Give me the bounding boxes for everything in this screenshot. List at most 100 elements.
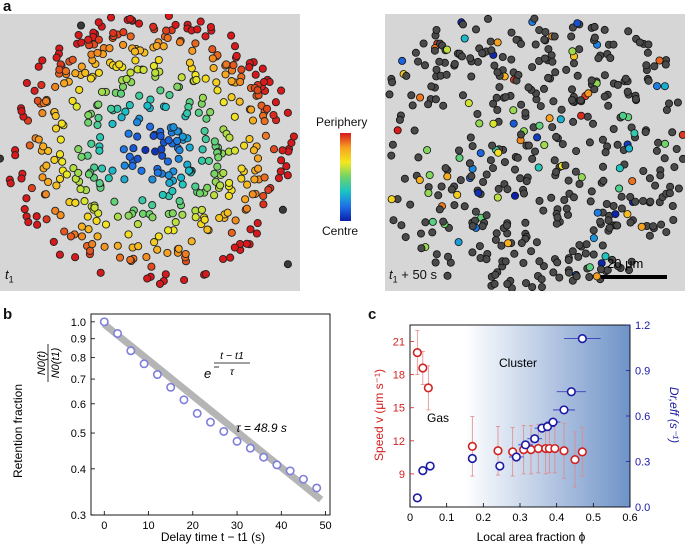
colloid-particle	[606, 54, 615, 63]
colloid-particle	[27, 184, 36, 193]
colloid-particle	[130, 47, 139, 56]
colloid-particle	[180, 275, 189, 285]
colloid-particle	[590, 22, 599, 31]
svg-text:τ: τ	[230, 366, 235, 378]
colloid-particle	[626, 192, 635, 201]
colloid-particle	[156, 131, 165, 141]
colloid-particle	[133, 220, 142, 229]
colloid-particle	[577, 111, 586, 120]
colloid-particle	[254, 164, 263, 173]
colloid-particle	[535, 121, 544, 130]
colloid-particle	[464, 99, 473, 108]
colloid-particle	[503, 185, 512, 194]
colloid-particle	[486, 156, 495, 165]
colloid-particle	[22, 78, 31, 88]
colloid-particle	[178, 210, 187, 219]
colloid-particle	[503, 279, 512, 288]
colloid-particle	[482, 255, 491, 264]
colloid-particle	[71, 69, 80, 78]
colloid-particle	[269, 145, 279, 154]
colloid-particle	[128, 161, 137, 171]
colloid-particle	[491, 235, 500, 244]
colloid-particle	[575, 179, 584, 188]
svg-text:N0(t1): N0(t1)	[50, 347, 62, 378]
colloid-particle	[156, 86, 165, 95]
chart-c-ytick-left-label: 9	[399, 469, 405, 481]
colloid-particle	[493, 106, 502, 115]
colloid-particle	[37, 80, 46, 90]
colloid-particle	[500, 158, 509, 167]
colloid-particle	[117, 113, 126, 122]
colloid-particle	[135, 91, 144, 100]
chart-c-xtick-label: 0.3	[512, 512, 527, 524]
colloid-particle	[71, 198, 80, 207]
colloid-particle	[124, 211, 133, 220]
colloid-particle	[214, 153, 223, 162]
colloid-particle	[482, 170, 491, 179]
colloid-particle	[74, 168, 83, 177]
colloid-particle	[208, 45, 217, 54]
colloid-particle	[589, 234, 598, 243]
colloid-particle	[568, 247, 577, 256]
colloid-particle	[161, 102, 170, 112]
colloid-particle	[507, 28, 516, 37]
time-label-right: t1 + 50 s	[389, 267, 438, 285]
colloid-particle	[623, 87, 632, 96]
colloid-particle	[253, 219, 262, 228]
colloid-particle	[60, 227, 69, 236]
colloid-particle	[660, 139, 669, 148]
colloid-particle	[55, 174, 65, 183]
dr-point	[425, 461, 435, 471]
colloid-particle	[96, 133, 105, 142]
colloid-particle	[251, 70, 260, 79]
colloid-particle	[443, 172, 452, 181]
colloid-particle	[644, 76, 653, 85]
colloid-particle	[491, 270, 500, 279]
colloid-particle	[489, 119, 498, 128]
colloid-particle	[149, 61, 158, 71]
colloid-particle	[482, 211, 491, 220]
colloid-particle	[115, 253, 125, 262]
colloid-particle	[557, 105, 566, 114]
colloid-particle	[584, 89, 593, 98]
colloid-particle	[601, 148, 610, 157]
colloid-particle	[556, 115, 565, 124]
colloid-particle	[549, 268, 558, 277]
colloid-particle	[493, 193, 502, 202]
colloid-particle	[203, 225, 212, 234]
chart-b-ytick-label: 0.5	[71, 428, 86, 440]
colloid-particle	[258, 64, 267, 73]
colloid-particle	[17, 174, 26, 183]
dr-point	[412, 493, 422, 503]
colloid-particle	[200, 215, 209, 224]
svg-text:N0(t): N0(t)	[36, 350, 48, 375]
colloid-particle	[567, 32, 576, 41]
colloid-particle	[585, 272, 594, 281]
dr-point	[530, 434, 540, 444]
colloid-particle	[471, 207, 480, 216]
colloid-particle	[475, 242, 484, 251]
colloid-particle	[611, 210, 620, 219]
colloid-particle	[460, 202, 469, 211]
colloid-particle	[424, 100, 433, 109]
chart-b-ytick-label: 0.3	[71, 510, 86, 522]
colloid-particle	[195, 189, 204, 198]
colloid-particle	[178, 132, 187, 141]
colloid-particle	[24, 218, 33, 227]
colloid-particle	[434, 191, 443, 200]
colloid-particle	[96, 268, 105, 277]
speed-point	[493, 446, 503, 456]
colloid-particle	[400, 174, 409, 183]
colloid-particle	[115, 60, 124, 69]
colloid-particle	[455, 146, 464, 155]
colloid-particle	[120, 161, 129, 170]
colloid-particle	[539, 84, 548, 93]
colloid-particle	[198, 93, 207, 102]
colloid-particle	[442, 70, 451, 79]
colloid-particle	[94, 68, 103, 77]
colloid-particle	[509, 106, 518, 115]
retention-point	[298, 474, 308, 484]
colloid-particle	[41, 190, 50, 199]
colloid-particle	[568, 47, 577, 56]
colloid-particle	[540, 141, 549, 150]
